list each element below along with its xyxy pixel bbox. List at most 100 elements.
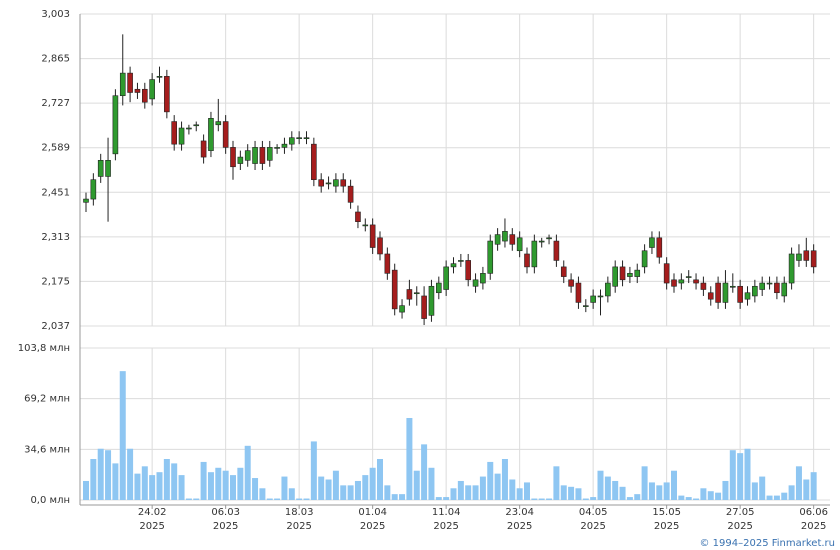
volume-bar (671, 470, 677, 500)
candle-body (435, 282, 442, 294)
volume-bar (737, 453, 744, 500)
candle-body (685, 276, 692, 278)
candle-body (90, 179, 97, 200)
volume-bar (487, 461, 494, 500)
volume-bar (538, 498, 545, 500)
volume-bar (222, 470, 229, 500)
volume-bar (722, 480, 729, 500)
y-tick-label: 2,451 (41, 187, 70, 198)
candle-body (112, 95, 119, 155)
volume-bar (252, 478, 259, 500)
y-tick-label: 0,0 млн (30, 495, 70, 506)
candle-body (553, 240, 560, 261)
candle-body (744, 292, 751, 300)
candle-body (355, 211, 361, 222)
y-tick-label: 34,6 млн (24, 444, 70, 455)
volume-bar (619, 486, 626, 500)
x-tick-label: 23.04 2025 (505, 507, 534, 532)
volume-bar (729, 450, 736, 500)
candle-body (458, 260, 464, 262)
volume-bar (266, 498, 273, 500)
candle-body (208, 118, 214, 151)
volume-bar (773, 495, 780, 500)
footer: © 1994–2025 Finmarket.ru (699, 538, 835, 549)
x-tick-label: 18.03 2025 (285, 507, 314, 532)
candle-body (164, 76, 170, 113)
candle-body (325, 182, 332, 185)
volume-bar (105, 450, 112, 500)
volume-bar (766, 495, 773, 500)
volume-bar (803, 479, 810, 500)
volume-bar (472, 485, 479, 500)
candle-body (781, 282, 788, 297)
volume-bar (193, 498, 200, 500)
candle-body (663, 263, 670, 284)
candle-body (311, 143, 317, 180)
candle-body (472, 279, 479, 287)
candle-body (105, 160, 111, 177)
volume-bar (641, 466, 648, 500)
candle-body (678, 279, 685, 284)
volume-bar (435, 497, 442, 500)
volume-bar (413, 470, 420, 500)
candle-body (502, 231, 508, 242)
x-tick-label: 11.04 2025 (432, 507, 461, 532)
volume-bar (310, 441, 317, 500)
candle-body (83, 198, 89, 203)
candle-body (281, 143, 288, 148)
candle-body (722, 282, 729, 303)
candle-body (186, 127, 192, 130)
candle-body (142, 88, 148, 103)
y-tick-label: 2,037 (41, 321, 70, 332)
candle-body (134, 88, 141, 93)
candle-body (568, 279, 574, 287)
y-tick-label: 3,003 (41, 9, 70, 20)
volume-bar (707, 491, 714, 500)
candle-body (641, 250, 648, 268)
candle-body (303, 137, 310, 140)
volume-bar (604, 476, 611, 500)
candle-body (288, 137, 295, 145)
volume-bar (685, 497, 692, 500)
candle-body (671, 279, 677, 287)
volume-bar (97, 448, 104, 500)
volume-bar (259, 488, 266, 500)
volume-bar (303, 498, 310, 500)
candle-body (487, 240, 494, 274)
volume-bar (443, 497, 450, 500)
volume-bar (237, 467, 244, 500)
candle-body (362, 224, 369, 227)
volume-bar (156, 472, 163, 500)
candle-body (97, 160, 104, 177)
y-tick-label: 2,865 (41, 54, 70, 65)
candle-body (759, 282, 766, 290)
candle-body (796, 253, 802, 261)
candle-body (700, 282, 707, 290)
volume-bar (597, 470, 604, 500)
volume-bar (648, 482, 655, 500)
volume-bar (296, 498, 303, 500)
candle-body (524, 253, 530, 268)
volume-bar (575, 488, 582, 500)
candle-body (230, 147, 236, 168)
candle-body (803, 250, 810, 261)
candle-body (193, 124, 200, 127)
candle-body (788, 253, 795, 284)
candle-body (215, 121, 222, 126)
candle-body (649, 237, 655, 248)
x-tick-label: 04.05 2025 (579, 507, 608, 532)
volume-bar (590, 497, 597, 500)
volume-bar (90, 458, 97, 500)
candle-body (259, 147, 266, 164)
volume-bar (406, 417, 413, 500)
candle-body (612, 266, 619, 287)
candle-body (480, 273, 486, 284)
volume-bar (795, 466, 802, 500)
candle-body (178, 127, 185, 145)
volume-bar (244, 445, 251, 500)
volume-bar (112, 463, 119, 500)
candle-body (406, 289, 413, 300)
candle-body (318, 179, 325, 187)
candle-body (171, 121, 177, 145)
candle-body (546, 237, 552, 240)
